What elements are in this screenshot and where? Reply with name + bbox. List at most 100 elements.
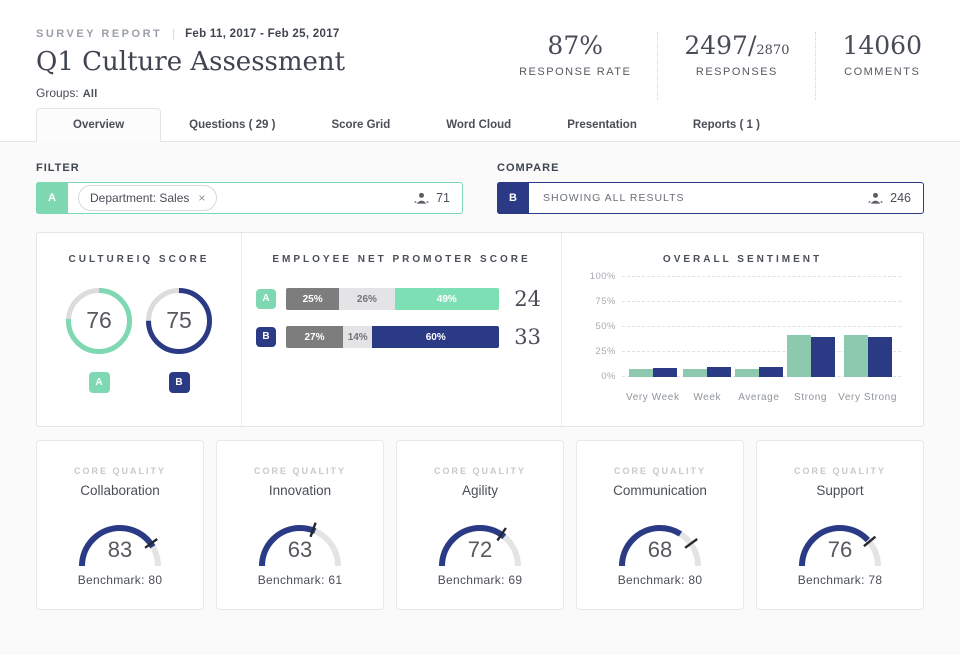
tab-bar: Overview Questions ( 29 ) Score Grid Word C… [0, 100, 960, 142]
sentiment-bar-b [652, 368, 677, 377]
sentiment-bar-a [734, 369, 759, 377]
people-icon [868, 192, 883, 204]
enps-badge-a: A [256, 289, 276, 309]
gauge-score-value: 76 [827, 537, 853, 562]
tab-overview[interactable]: Overview [36, 108, 162, 142]
bar-group-strong: Strong [786, 277, 835, 403]
sentiment-plot: 0% 25% 50% 75% 100% Very Week Week Average S… [590, 271, 901, 403]
core-quality-eyebrow: CORE QUALITY [793, 466, 886, 476]
core-quality-eyebrow: CORE QUALITY [613, 466, 706, 476]
y-axis-label: 0% [601, 371, 616, 382]
enps-bars: A 25% 26% 49% 24 B 27% 14% 60% 33 [242, 287, 561, 349]
summary-stats: 87% RESPONSE RATE 2497/2870 RESPONSES 14… [493, 28, 924, 100]
enps-segment: 25% [286, 288, 340, 310]
cultureiq-score-title: CULTUREIQ SCORE [68, 254, 210, 265]
benchmark-tick [684, 538, 698, 549]
gauge-score-value: 63 [287, 537, 313, 562]
filter-select-box[interactable]: A Department: Sales × 71 [36, 182, 463, 214]
enps-score-value: 33 [514, 325, 541, 349]
core-quality-card-agility[interactable]: CORE QUALITY Agility 72 Benchmark: 69 [396, 440, 564, 610]
sentiment-bar-a [843, 335, 868, 377]
filter-chip-label: Department: Sales [90, 191, 190, 205]
stat-comments: 14060 COMMENTS [815, 31, 924, 100]
benchmark-text: Benchmark: 69 [437, 573, 523, 587]
benchmark-tick [863, 535, 877, 548]
enps-row-a: A 25% 26% 49% 24 [256, 287, 541, 311]
core-quality-name: Innovation [268, 483, 332, 498]
gauge-arc [259, 522, 341, 567]
tab-word-cloud[interactable]: Word Cloud [446, 119, 512, 131]
compare-block: COMPARE B SHOWING ALL RESULTS 246 [497, 162, 924, 214]
stat-value: 14060 [842, 31, 922, 60]
y-axis-label: 100% [589, 271, 616, 282]
bar-group-very-week: Very Week [626, 277, 680, 403]
core-quality-card-collaboration[interactable]: CORE QUALITY Collaboration 83 Benchmark:… [36, 440, 204, 610]
x-axis-label: Strong [793, 392, 828, 403]
stat-label: RESPONSE RATE [519, 65, 632, 78]
sentiment-chart: 0% 25% 50% 75% 100% Very Week Week Average S… [582, 271, 901, 403]
benchmark-tick [144, 538, 158, 549]
core-quality-name: Agility [461, 483, 498, 498]
enps-stacked-bar: 27% 14% 60% [286, 326, 499, 348]
stat-label: RESPONSES [695, 65, 778, 78]
core-quality-card-support[interactable]: CORE QUALITY Support 76 Benchmark: 78 [756, 440, 924, 610]
tab-score-grid[interactable]: Score Grid [331, 119, 391, 131]
core-quality-card-communication[interactable]: CORE QUALITY Communication 68 Benchmark:… [576, 440, 744, 610]
x-axis-label: Very Week [626, 392, 680, 403]
score-ring-b: 75 B [143, 285, 215, 393]
sentiment-bar-b [867, 337, 892, 377]
enps-segment: 26% [339, 288, 395, 310]
stat-value: 87% [547, 31, 603, 60]
stat-label: COMMENTS [844, 65, 921, 78]
tab-reports-1[interactable]: Reports ( 1 ) [692, 119, 760, 131]
gauge-arc [619, 525, 701, 567]
bar-pair [628, 368, 677, 377]
group-a-badge: A [36, 182, 68, 214]
sentiment-section: OVERALL SENTIMENT 0% 25% 50% 75% 100% Very W… [561, 233, 923, 426]
score-gauge: 68 [600, 506, 720, 570]
gauge-score-value: 72 [467, 537, 493, 562]
benchmark-tick [496, 527, 507, 542]
bar-group-very-strong: Very Strong [838, 277, 897, 403]
core-quality-name: Collaboration [80, 483, 160, 498]
bar-pair [683, 367, 732, 377]
tab-questions-29[interactable]: Questions ( 29 ) [189, 119, 276, 131]
benchmark-text: Benchmark: 80 [617, 573, 703, 587]
enps-segment: 27% [286, 326, 343, 348]
filter-respondent-count: 71 [414, 191, 450, 205]
enps-stacked-bar: 25% 26% 49% [286, 288, 499, 310]
donut-ring [146, 288, 212, 354]
page-title: Q1 Culture Assessment [36, 47, 346, 77]
enps-segment: 60% [372, 326, 499, 348]
gridline [622, 301, 901, 302]
benchmark-tick [309, 522, 317, 538]
filter-chip[interactable]: Department: Sales × [78, 185, 218, 211]
chip-close-icon[interactable]: × [198, 191, 206, 205]
gauge-score-value: 83 [107, 537, 133, 562]
bar-pair [786, 335, 835, 377]
compare-count-value: 246 [890, 191, 911, 205]
stat-response-rate: 87% RESPONSE RATE [493, 31, 657, 100]
report-type-label: SURVEY REPORT [36, 28, 163, 40]
compare-select-box[interactable]: B SHOWING ALL RESULTS 246 [497, 182, 924, 214]
sentiment-bar-b [758, 367, 783, 377]
core-quality-cards: CORE QUALITY Collaboration 83 Benchmark:… [36, 440, 924, 610]
benchmark-text: Benchmark: 78 [797, 573, 883, 587]
gauge-arc [79, 525, 161, 567]
score-gauge: 72 [420, 506, 540, 570]
tab-presentation[interactable]: Presentation [567, 119, 637, 131]
enps-badge-b: B [256, 327, 276, 347]
bar-group-week: Week [683, 277, 732, 403]
filter-block: FILTER A Department: Sales × 71 [36, 162, 463, 214]
x-axis-label: Average [738, 392, 780, 403]
sentiment-title: OVERALL SENTIMENT [662, 254, 823, 265]
core-quality-name: Support [816, 483, 864, 498]
score-gauge: 63 [240, 506, 360, 570]
stat-responses: 2497/2870 RESPONSES [657, 31, 815, 100]
bar-group-average: Average [734, 277, 783, 403]
y-axis-label: 75% [595, 296, 616, 307]
gauge-arc [799, 525, 881, 567]
y-axis-label: 50% [595, 321, 616, 332]
core-quality-card-innovation[interactable]: CORE QUALITY Innovation 63 Benchmark: 61 [216, 440, 384, 610]
core-quality-name: Communication [613, 483, 707, 498]
